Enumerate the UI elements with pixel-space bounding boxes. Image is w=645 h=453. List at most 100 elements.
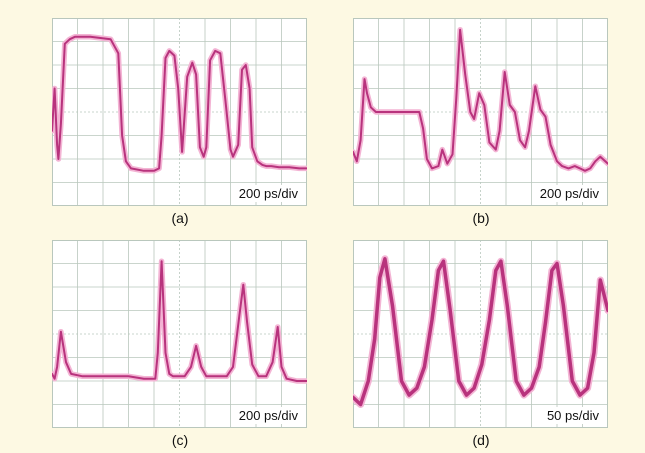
data-point-d-31 <box>571 380 573 382</box>
data-point-c-33 <box>286 378 288 380</box>
data-point-a-20 <box>173 55 175 57</box>
data-point-b-20 <box>469 111 471 113</box>
waveform-panel-d: 50 ps/div <box>353 240 608 428</box>
data-point-c-1 <box>54 378 56 380</box>
data-point-d-26 <box>538 366 540 368</box>
data-point-a-5 <box>64 43 66 45</box>
data-point-c-24 <box>238 314 240 316</box>
data-point-d-32 <box>579 394 581 396</box>
data-point-c-25 <box>242 284 244 286</box>
data-point-c-23 <box>232 366 234 368</box>
data-point-c-35 <box>306 380 307 382</box>
data-point-b-41 <box>579 167 581 169</box>
data-point-c-12 <box>161 260 163 262</box>
data-point-b-11 <box>426 158 428 160</box>
data-point-a-34 <box>232 156 234 158</box>
data-point-d-3 <box>374 338 376 340</box>
data-point-c-17 <box>190 366 192 368</box>
data-point-d-27 <box>544 321 547 323</box>
data-point-a-9 <box>110 38 112 40</box>
data-point-d-18 <box>481 363 483 366</box>
data-point-b-15 <box>446 163 448 165</box>
data-point-d-30 <box>562 305 564 307</box>
data-point-b-4 <box>366 92 368 94</box>
data-point-a-40 <box>256 160 258 162</box>
data-point-a-28 <box>205 146 207 148</box>
data-point-d-25 <box>530 387 533 389</box>
data-point-a-6 <box>69 38 71 40</box>
data-point-b-42 <box>584 170 586 172</box>
data-point-d-12 <box>437 269 439 272</box>
data-point-d-36 <box>607 309 608 312</box>
data-point-d-22 <box>506 305 508 307</box>
data-point-b-19 <box>464 73 466 75</box>
data-point-d-16 <box>465 394 468 396</box>
data-point-d-13 <box>442 260 445 262</box>
data-point-a-44 <box>278 166 280 168</box>
data-point-b-21 <box>473 118 475 120</box>
data-point-b-29 <box>514 111 516 113</box>
waveform-plot-a <box>52 18 307 206</box>
data-point-a-25 <box>195 73 197 75</box>
data-point-b-36 <box>550 144 552 146</box>
data-point-a-17 <box>161 134 163 137</box>
data-point-d-34 <box>593 352 595 354</box>
data-point-a-0 <box>52 130 53 132</box>
data-point-b-38 <box>561 165 563 167</box>
data-point-b-45 <box>599 156 601 158</box>
waveform-panel-b: 200 ps/div <box>353 18 608 206</box>
data-point-d-15 <box>458 380 460 382</box>
time-scale-label-d: 50 ps/div <box>543 407 602 424</box>
data-point-b-16 <box>451 153 454 155</box>
data-point-a-2 <box>56 144 58 146</box>
data-point-a-33 <box>229 149 232 151</box>
data-point-d-29 <box>556 262 558 265</box>
data-point-b-30 <box>519 139 521 141</box>
data-point-b-0 <box>353 151 354 153</box>
data-point-d-10 <box>423 366 425 368</box>
data-point-a-23 <box>186 76 188 78</box>
data-point-d-28 <box>551 269 553 272</box>
data-point-c-4 <box>65 361 67 363</box>
data-point-c-11 <box>157 352 159 354</box>
data-point-b-22 <box>478 92 480 94</box>
data-point-c-10 <box>154 378 156 380</box>
data-point-c-6 <box>82 375 84 377</box>
data-point-a-10 <box>117 52 119 54</box>
data-point-c-0 <box>52 373 53 375</box>
data-point-c-29 <box>265 375 267 377</box>
data-point-b-32 <box>528 130 530 132</box>
data-point-c-8 <box>127 375 130 377</box>
data-point-a-3 <box>57 158 59 160</box>
data-point-a-18 <box>164 57 167 59</box>
data-point-c-18 <box>195 345 197 347</box>
data-point-b-39 <box>567 167 570 169</box>
data-point-b-7 <box>385 111 387 113</box>
data-point-c-34 <box>296 380 298 382</box>
data-point-a-8 <box>89 36 91 38</box>
data-point-c-3 <box>60 331 62 333</box>
data-point-b-12 <box>431 167 433 169</box>
data-point-d-1 <box>360 403 362 406</box>
data-point-b-43 <box>589 167 591 169</box>
data-point-d-21 <box>500 260 502 262</box>
data-point-b-23 <box>483 104 485 106</box>
data-point-b-5 <box>370 106 372 108</box>
data-point-a-47 <box>306 167 307 169</box>
data-point-c-2 <box>56 366 58 368</box>
data-point-d-7 <box>400 380 403 382</box>
data-point-b-17 <box>455 97 457 99</box>
data-point-b-46 <box>607 163 608 165</box>
data-point-a-37 <box>245 64 247 66</box>
data-point-a-21 <box>177 87 179 90</box>
data-point-c-21 <box>217 375 219 377</box>
data-point-b-3 <box>363 78 366 80</box>
data-point-d-23 <box>515 380 517 382</box>
data-point-c-22 <box>226 375 228 377</box>
data-point-a-1 <box>54 87 56 90</box>
data-point-c-31 <box>277 326 279 328</box>
data-point-c-26 <box>246 321 248 323</box>
data-point-d-5 <box>384 258 386 260</box>
waveform-plot-d <box>353 240 608 428</box>
data-point-a-14 <box>143 170 145 172</box>
